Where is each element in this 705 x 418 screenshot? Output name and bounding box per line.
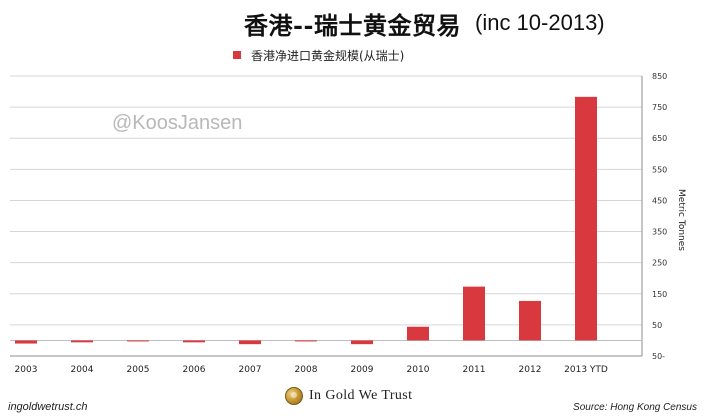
x-tick-label: 2003	[15, 365, 38, 375]
gold-coin-icon	[285, 387, 303, 405]
chart-subtitle: (inc 10-2013)	[475, 10, 605, 35]
y-tick-label: 250	[652, 259, 667, 268]
x-tick-label: 2008	[295, 365, 318, 375]
bar-2009	[351, 340, 373, 345]
x-tick-label: 2010	[407, 365, 430, 375]
bar-2007	[239, 340, 261, 345]
bar-2011	[463, 286, 485, 341]
bar-2004	[71, 340, 93, 343]
y-tick-label: 50	[652, 321, 662, 330]
bar-2013-ytd	[575, 96, 597, 341]
bar-2006	[183, 340, 205, 343]
bar-2008	[295, 340, 317, 342]
bar-2005	[127, 340, 149, 342]
x-tick-label: 2005	[127, 365, 150, 375]
brand-logo-area: In Gold We Trust	[285, 387, 412, 405]
y-tick-label: 750	[652, 103, 667, 112]
y-tick-label: 850	[652, 72, 667, 81]
legend-swatch	[233, 51, 241, 59]
bar-2003	[15, 340, 37, 344]
source-text: Source: Hong Kong Census	[573, 402, 697, 413]
y-tick-label: 650	[652, 134, 667, 143]
website-text: ingoldwetrust.ch	[8, 401, 88, 413]
watermark-text: @KoosJansen	[112, 112, 243, 134]
x-tick-label: 2004	[71, 365, 94, 375]
y-tick-label: 450	[652, 196, 667, 205]
chart-title: 香港--瑞士黄金贸易	[244, 11, 461, 40]
legend-label: 香港净进口黄金规模(从瑞士)	[251, 48, 405, 63]
x-tick-label: 2012	[519, 365, 542, 375]
y-axis-label: Metric Tonnes	[676, 189, 686, 251]
bar-2012	[519, 300, 541, 341]
y-tick-label: 550	[652, 165, 667, 174]
bar-2010	[407, 326, 429, 341]
x-tick-label: 2013 YTD	[564, 365, 608, 375]
y-tick-label: 350	[652, 228, 667, 237]
x-tick-label: 2009	[351, 365, 374, 375]
x-tick-label: 2007	[239, 365, 262, 375]
y-tick-label: 150	[652, 290, 667, 299]
x-tick-label: 2006	[183, 365, 206, 375]
y-tick-label: 50-	[652, 352, 665, 361]
chart-legend: 香港净进口黄金规模(从瑞士)	[233, 47, 404, 63]
brand-text: In Gold We Trust	[309, 388, 413, 403]
x-tick-label: 2011	[463, 365, 486, 375]
